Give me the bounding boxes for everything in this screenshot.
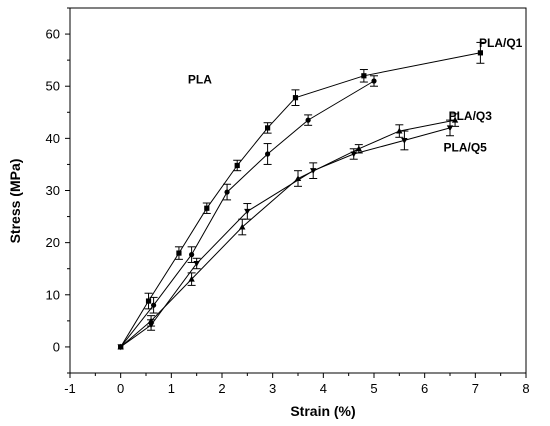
x-tick-label: 3 — [269, 381, 276, 396]
x-tick-label: 6 — [421, 381, 428, 396]
data-point — [147, 322, 155, 329]
data-point — [151, 302, 157, 308]
series-label-annotation: PLA/Q3 — [449, 109, 493, 123]
x-tick-label: -1 — [64, 381, 76, 396]
y-axis-ticks: 0 10 20 30 40 50 60 — [46, 7, 70, 374]
data-point — [396, 127, 403, 134]
data-point — [292, 95, 299, 101]
data-point — [239, 223, 246, 230]
x-tick-label: 4 — [320, 381, 327, 396]
series-label-annotation: PLA/Q1 — [479, 36, 523, 50]
x-axis-ticks: -1 0 1 2 3 4 5 6 7 8 — [64, 373, 530, 396]
data-point — [361, 73, 367, 79]
y-tick-label: 20 — [46, 235, 60, 250]
y-axis-title: Stress (MPa) — [7, 159, 23, 244]
series-line — [120, 119, 456, 348]
data-point — [305, 117, 311, 123]
data-point — [234, 162, 240, 169]
data-point — [451, 116, 459, 123]
data-point — [371, 78, 377, 84]
data-point — [204, 205, 210, 211]
y-tick-label: 40 — [46, 131, 60, 146]
data-point — [401, 137, 408, 144]
x-tick-label: 0 — [117, 381, 124, 396]
series-pla-q1 — [118, 41, 485, 350]
x-tick-label: 5 — [370, 381, 377, 396]
data-point — [117, 344, 124, 351]
series-label-annotation: PLA — [188, 73, 212, 87]
series-layer — [117, 41, 485, 351]
x-tick-label: 1 — [168, 381, 175, 396]
data-point — [355, 145, 362, 152]
y-tick-label: 50 — [46, 79, 60, 94]
series-pla-q3 — [117, 113, 460, 350]
data-point — [446, 125, 454, 132]
annotation-layer: PLA PLA/Q1 PLA/Q3 PLA/Q5 — [188, 36, 523, 154]
data-point — [188, 275, 195, 282]
data-point — [265, 151, 271, 157]
series-label-annotation: PLA/Q5 — [444, 140, 488, 154]
series-line — [120, 127, 451, 348]
data-point — [176, 250, 182, 256]
x-tick-label: 7 — [472, 381, 479, 396]
x-axis-title: Strain (%) — [290, 403, 355, 419]
data-point — [224, 189, 230, 195]
y-tick-label: 0 — [53, 339, 60, 354]
series-pla-q5 — [117, 119, 454, 351]
data-point — [265, 125, 271, 131]
data-point — [310, 168, 317, 174]
y-tick-label: 30 — [46, 183, 60, 198]
data-point — [193, 261, 200, 267]
series-line — [120, 52, 481, 348]
data-point — [145, 298, 152, 304]
x-tick-label: 8 — [522, 381, 529, 396]
y-tick-label: 60 — [46, 27, 60, 42]
data-point — [350, 151, 357, 158]
y-tick-label: 10 — [46, 287, 60, 302]
data-point — [477, 50, 483, 56]
data-point — [189, 252, 195, 258]
data-point — [244, 208, 251, 215]
x-tick-label: 2 — [218, 381, 225, 396]
